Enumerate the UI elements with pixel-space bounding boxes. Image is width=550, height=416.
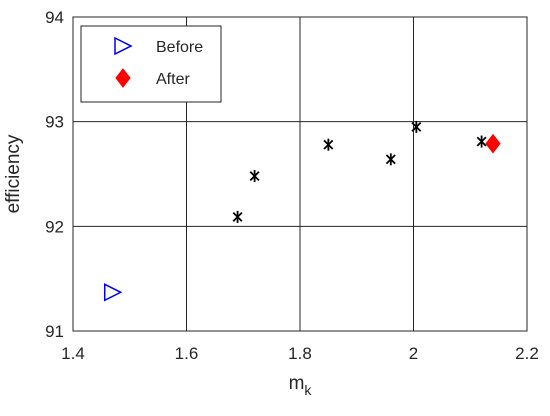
legend: Before After <box>80 25 222 103</box>
legend-marker-diamond <box>115 68 131 88</box>
data-point-asterisk <box>232 210 243 223</box>
x-axis-label: mk <box>289 373 313 398</box>
data-point-triangle-right <box>103 283 123 302</box>
y-tick-label: 92 <box>45 217 64 236</box>
x-axis-ticks: 1.4 1.6 1.8 2 2.2 <box>61 344 539 363</box>
axes-box <box>72 16 528 332</box>
y-tick-label: 93 <box>45 113 64 132</box>
x-axis-label-main: m <box>289 373 305 394</box>
x-axis-label-subscript: k <box>304 382 312 398</box>
data-point-asterisk <box>249 170 260 183</box>
x-tick-label: 1.4 <box>61 344 85 363</box>
x-tick-label: 1.6 <box>175 344 199 363</box>
data-point-asterisk <box>476 135 487 148</box>
data-point-asterisk <box>411 120 422 133</box>
legend-marker-triangle-right <box>114 36 133 56</box>
data-points <box>103 120 501 302</box>
x-tick-label: 2 <box>409 344 418 363</box>
y-axis-ticks: 91 92 93 94 <box>45 8 64 341</box>
y-tick-label: 91 <box>45 322 64 341</box>
x-tick-label: 2.2 <box>515 344 539 363</box>
legend-label: After <box>156 71 190 88</box>
data-point-asterisk <box>323 138 334 151</box>
data-point-diamond <box>485 133 501 154</box>
y-tick-label: 94 <box>45 8 64 27</box>
legend-box <box>80 25 222 103</box>
data-point-asterisk <box>385 153 396 166</box>
y-axis-label: efficiency <box>3 134 24 213</box>
legend-label: Before <box>156 39 203 56</box>
x-tick-label: 1.8 <box>288 344 312 363</box>
